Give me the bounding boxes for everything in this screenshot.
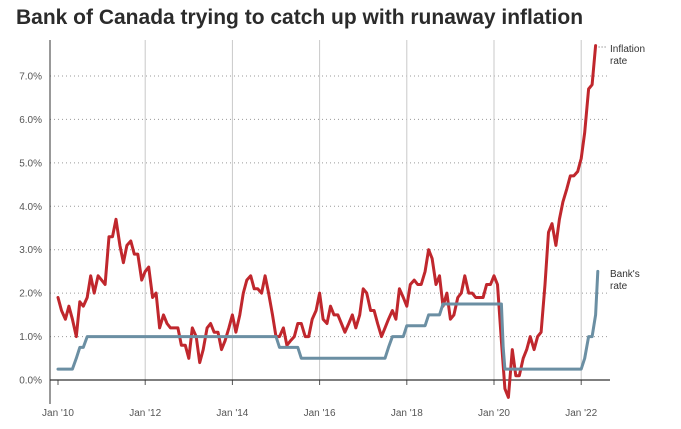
bank-rate-line	[56, 269, 600, 371]
y-tick-label: 2.0%	[19, 289, 42, 300]
x-tick-label: Jan '16	[304, 408, 336, 419]
grid	[50, 40, 610, 380]
series-lines	[56, 44, 600, 399]
y-tick-label: 4.0%	[19, 202, 42, 213]
chart-title: Bank of Canada trying to catch up with r…	[16, 6, 584, 29]
y-tick-label: 6.0%	[19, 115, 42, 126]
y-tick-label: 7.0%	[19, 72, 42, 83]
y-tick-label: 5.0%	[19, 158, 42, 169]
y-tick-label: 0.0%	[19, 376, 42, 387]
series-labels: Inflation rate Bank's rate	[598, 44, 645, 292]
x-tick-label: Jan '20	[478, 408, 510, 419]
y-tick-label: 3.0%	[19, 245, 42, 256]
bank-rate-label: Bank's rate	[610, 269, 640, 292]
axes: 0.0% 1.0% 2.0% 3.0% 4.0% 5.0% 6.0% 7.0% Jan '10 J…	[19, 40, 610, 419]
inflation-rate-label: Inflation rate	[610, 44, 645, 67]
x-tick-label: Jan '14	[216, 408, 248, 419]
y-tick-label: 1.0%	[19, 332, 42, 343]
x-tick-label: Jan '12	[129, 408, 161, 419]
x-tick-label: Jan '22	[565, 408, 597, 419]
inflation-rate-line	[56, 44, 598, 399]
x-tick-label: Jan '18	[391, 408, 423, 419]
x-tick-label: Jan '10	[42, 408, 74, 419]
